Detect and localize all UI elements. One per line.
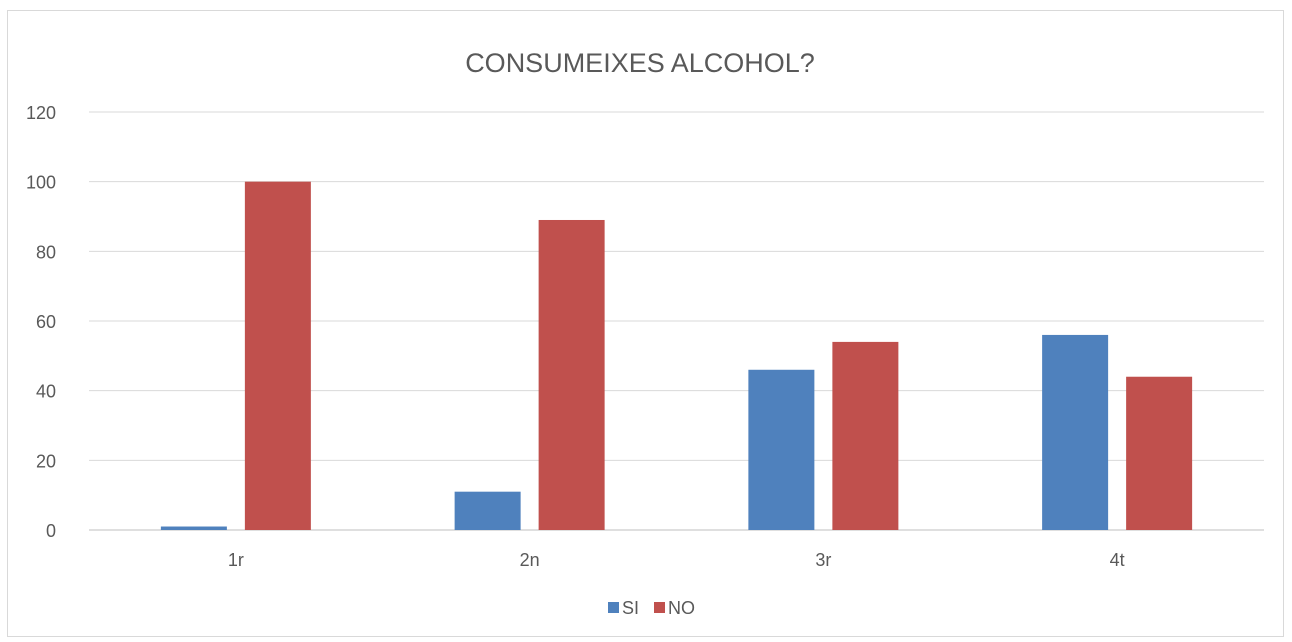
bar-no-4t [1126,376,1193,530]
bars [160,181,1193,530]
legend-label-si: SI [622,598,639,618]
x-tick-label: 1r [228,550,244,570]
y-tick-label: 20 [36,451,56,471]
legend-label-no: NO [668,598,695,618]
bar-no-3r [832,341,899,530]
y-axis-ticks: 0 20 40 60 80 100 120 [26,103,56,541]
y-tick-label: 60 [36,312,56,332]
bar-si-1r [160,526,227,530]
bar-si-3r [748,369,815,530]
bar-no-1r [244,181,311,530]
bar-no-2n [538,219,605,530]
y-tick-label: 0 [46,521,56,541]
bar-si-4t [1042,334,1109,530]
y-tick-label: 80 [36,242,56,262]
bar-si-2n [454,491,521,530]
y-tick-label: 40 [36,382,56,402]
legend: SI NO [608,598,695,618]
y-tick-label: 100 [26,173,56,193]
y-tick-label: 120 [26,103,56,123]
chart-area [7,10,1284,637]
x-tick-label: 2n [520,550,540,570]
legend-swatch-no [654,602,665,613]
x-tick-label: 4t [1110,550,1125,570]
legend-swatch-si [608,602,619,613]
chart-title: CONSUMEIXES ALCOHOL? [465,48,815,78]
x-tick-label: 3r [815,550,831,570]
x-axis-ticks: 1r 2n 3r 4t [228,550,1125,570]
